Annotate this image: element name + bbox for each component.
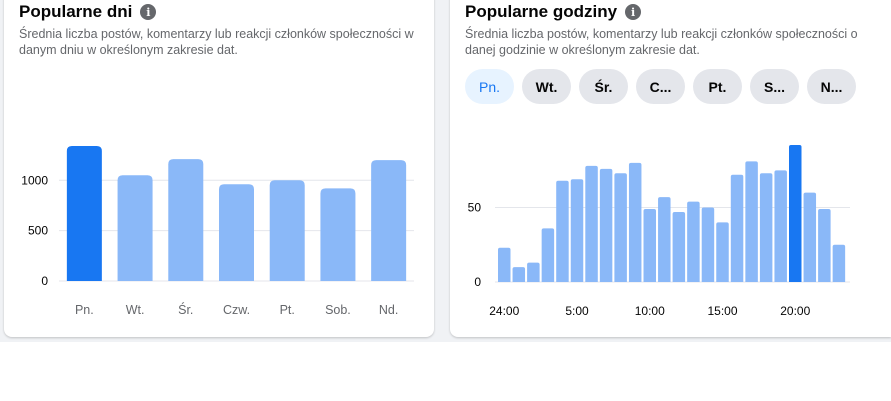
bar[interactable] (570, 179, 584, 282)
popular-hours-card: Popularne godziny i Średnia liczba postó… (450, 0, 891, 337)
tab-day-1[interactable]: Wt. (522, 69, 571, 104)
bar[interactable] (117, 175, 153, 281)
popular-hours-chart: 0 50 24:00 5:00 10:00 15:00 20:00 (468, 145, 850, 318)
x-tick-label: 10:00 (635, 304, 665, 318)
bar[interactable] (774, 170, 787, 282)
bar[interactable] (832, 244, 846, 282)
x-tick-label: 5:00 (565, 304, 589, 318)
bar[interactable] (643, 209, 657, 282)
bar[interactable] (168, 159, 204, 281)
bar[interactable] (599, 168, 613, 282)
popular-days-title: Popularne dni (19, 2, 133, 21)
popular-days-card: Popularne dni i Średnia liczba postów, k… (4, 0, 434, 337)
bar[interactable] (585, 165, 598, 282)
day-tabs: Pn. Wt. Śr. C... Pt. S... N... (465, 69, 856, 104)
x-tick-label: Nd. (379, 303, 398, 317)
bar[interactable] (614, 173, 627, 282)
popular-hours-subtitle: Średnia liczba postów, komentarzy lub re… (465, 27, 858, 57)
tab-day-2[interactable]: Śr. (579, 69, 628, 104)
x-tick-label: Śr. (178, 302, 193, 317)
bar[interactable] (269, 180, 305, 281)
bar[interactable] (541, 228, 555, 282)
popular-days-chart: 0 500 1000 Pn. Wt. Śr. Czw. Pt. Sob. Nd. (21, 146, 414, 317)
y-tick-label: 500 (28, 224, 48, 238)
info-icon[interactable]: i (625, 4, 642, 20)
y-tick-label: 50 (468, 201, 482, 215)
popular-days-title-row: Popularne dni i (19, 2, 157, 22)
x-tick-label: Sob. (325, 303, 351, 317)
bar[interactable] (371, 160, 407, 281)
info-icon[interactable]: i (140, 4, 157, 20)
x-tick-label: Pt. (280, 303, 295, 317)
bar[interactable] (556, 180, 569, 282)
bar[interactable] (716, 222, 729, 282)
tab-day-3[interactable]: C... (636, 69, 685, 104)
y-tick-label: 0 (41, 274, 48, 288)
bar[interactable] (320, 188, 356, 281)
x-tick-label: Pn. (75, 303, 94, 317)
bar[interactable] (789, 145, 802, 282)
y-tick-label: 0 (474, 275, 481, 289)
bar[interactable] (687, 201, 700, 282)
x-tick-label: 15:00 (707, 304, 737, 318)
bar[interactable] (527, 262, 540, 282)
x-tick-label: Czw. (223, 303, 250, 317)
tab-day-6[interactable]: N... (807, 69, 856, 104)
x-tick-label: 20:00 (780, 304, 810, 318)
bar[interactable] (512, 267, 526, 282)
bar[interactable] (818, 209, 831, 282)
x-tick-label: 24:00 (489, 304, 519, 318)
bar[interactable] (745, 161, 758, 282)
popular-days-subtitle: Średnia liczba postów, komentarzy lub re… (19, 27, 414, 57)
bar[interactable] (498, 247, 511, 282)
y-tick-label: 1000 (21, 173, 48, 187)
bar[interactable] (672, 212, 686, 282)
tab-day-4[interactable]: Pt. (693, 69, 742, 104)
bar[interactable] (701, 207, 715, 282)
x-tick-label: Wt. (126, 303, 145, 317)
tab-day-0[interactable]: Pn. (465, 69, 514, 104)
bar[interactable] (219, 184, 254, 281)
bar[interactable] (658, 197, 671, 282)
bar[interactable] (66, 146, 102, 281)
popular-hours-title: Popularne godziny (465, 2, 618, 21)
bar[interactable] (628, 162, 642, 282)
bar[interactable] (759, 173, 773, 282)
tab-day-5[interactable]: S... (750, 69, 799, 104)
bar[interactable] (803, 192, 817, 282)
popular-hours-title-row: Popularne godziny i (465, 2, 642, 22)
bar[interactable] (730, 174, 744, 282)
